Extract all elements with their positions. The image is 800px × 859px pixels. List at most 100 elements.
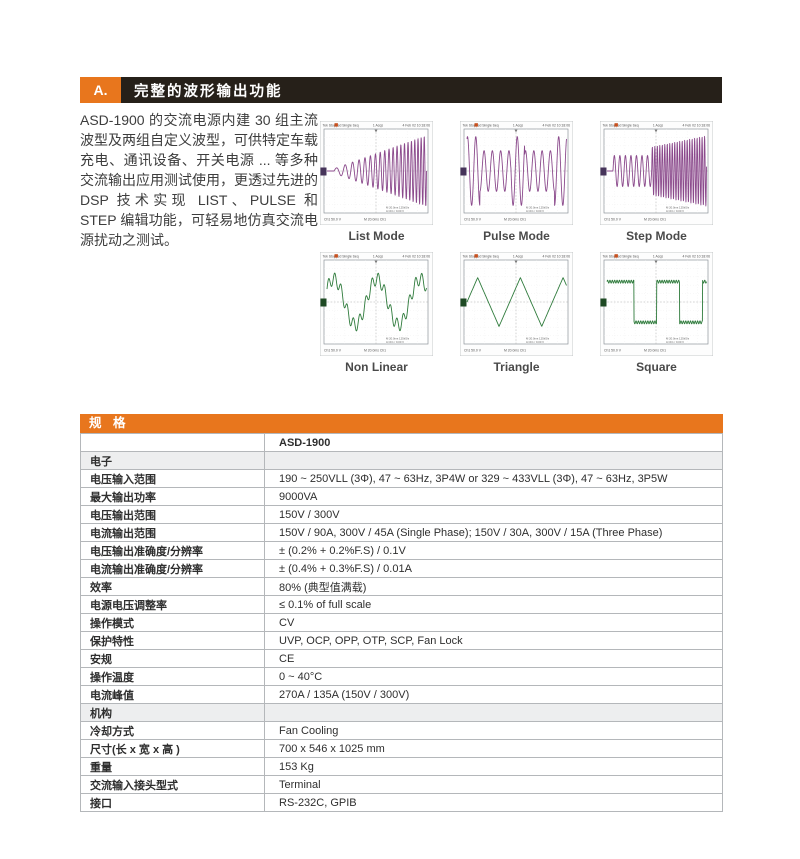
scope-timebase-text: M 20.0ms 125kS/s bbox=[666, 337, 690, 341]
spec-value-cell: 270A / 135A (150V / 300V) bbox=[264, 685, 723, 704]
scope-trigger-text: A Ch1 / 0.00 V bbox=[526, 340, 544, 344]
scope-timestamp: 4 Feb 02 10:18:06 bbox=[682, 124, 710, 128]
spec-label-cell bbox=[80, 433, 265, 452]
scope-run-indicator bbox=[334, 123, 338, 127]
spec-label-cell: 机构 bbox=[80, 703, 265, 722]
scope-channel-scale: Ch1 50.0 V bbox=[324, 349, 342, 353]
scope-mode-label: Triangle bbox=[493, 360, 540, 374]
spec-label-cell: 电压输入范围 bbox=[80, 469, 265, 488]
spec-value-cell: CV bbox=[264, 613, 723, 632]
scope-timebase-text: M 20.0ms 125kS/s bbox=[666, 206, 690, 210]
scope-run-indicator bbox=[334, 254, 338, 258]
spec-label-cell: 接口 bbox=[80, 793, 265, 812]
spec-row: 安规 CE bbox=[80, 649, 723, 668]
scope-timebase-text: M 20.0ms 125kS/s bbox=[526, 337, 550, 341]
oscilloscope-screenshot: Tek Stopped Single Seq 1 Acqs 4 Feb 02 1… bbox=[460, 252, 573, 356]
waveform-trace bbox=[606, 279, 707, 325]
scope-timestamp: 4 Feb 02 10:18:06 bbox=[402, 124, 430, 128]
spec-label-cell: 电流输出范围 bbox=[80, 523, 265, 542]
spec-label-cell: 电压输出准确度/分辨率 bbox=[80, 541, 265, 560]
spec-table-title: 规 格 bbox=[80, 414, 723, 433]
scope-cell: Tek Stopped Single Seq 1 Acqs 4 Feb 02 1… bbox=[460, 252, 573, 383]
spec-value-cell: 150V / 90A, 300V / 45A (Single Phase); 1… bbox=[264, 523, 723, 542]
scope-acq-text: 1 Acqs bbox=[513, 255, 523, 259]
spec-value-cell: UVP, OCP, OPP, OTP, SCP, Fan Lock bbox=[264, 631, 723, 650]
spec-value-cell: ± (0.2% + 0.2%F.S) / 0.1V bbox=[264, 541, 723, 560]
spec-value-cell: 700 x 546 x 1025 mm bbox=[264, 739, 723, 758]
scope-trigger-text: A Ch1 / 0.00 V bbox=[526, 209, 544, 213]
spec-value-cell: CE bbox=[264, 649, 723, 668]
scope-acq-text: 1 Acqs bbox=[513, 124, 523, 128]
trigger-marker-icon bbox=[654, 260, 658, 264]
spec-row: 最大输出功率 9000VA bbox=[80, 487, 723, 506]
spec-value-cell: RS-232C, GPIB bbox=[264, 793, 723, 812]
scope-timestamp: 4 Feb 02 10:18:06 bbox=[542, 255, 570, 259]
spec-value-cell: Terminal bbox=[264, 775, 723, 794]
scope-header-text: Tek Stopped Single Seq bbox=[463, 124, 499, 128]
spec-value-cell: ± (0.4% + 0.3%F.S) / 0.01A bbox=[264, 559, 723, 578]
spec-label-cell: 电子 bbox=[80, 451, 265, 470]
scope-timestamp: 4 Feb 02 10:18:06 bbox=[402, 255, 430, 259]
scope-cell: Tek Stopped Single Seq 1 Acqs 4 Feb 02 1… bbox=[600, 121, 713, 252]
scope-cell: Tek Stopped Single Seq 1 Acqs 4 Feb 02 1… bbox=[320, 121, 433, 252]
scope-mode-label: Square bbox=[636, 360, 677, 374]
spec-label-cell: 重量 bbox=[80, 757, 265, 776]
scope-header-text: Tek Stopped Single Seq bbox=[603, 255, 639, 259]
spec-row: 操作模式 CV bbox=[80, 613, 723, 632]
spec-row: 效率 80% (典型值满载) bbox=[80, 577, 723, 596]
spec-row: 电压输入范围 190 ~ 250VLL (3Φ), 47 ~ 63Hz, 3P4W… bbox=[80, 469, 723, 488]
channel-marker-icon bbox=[600, 167, 607, 176]
scope-sweep-scale: M 20.0ms Ch1 bbox=[364, 349, 386, 353]
scope-cell: Tek Stopped Single Seq 1 Acqs 4 Feb 02 1… bbox=[460, 121, 573, 252]
spec-row: 接口 RS-232C, GPIB bbox=[80, 793, 723, 812]
waveform-trace bbox=[326, 136, 427, 206]
scope-header-text: Tek Stopped Single Seq bbox=[603, 124, 639, 128]
spec-value-cell: 80% (典型值满载) bbox=[264, 577, 723, 596]
trigger-marker-icon bbox=[514, 260, 518, 264]
scope-sweep-scale: M 20.0ms Ch1 bbox=[504, 349, 526, 353]
spec-row: 电源电压调整率 ≤ 0.1% of full scale bbox=[80, 595, 723, 614]
spec-value-cell: 190 ~ 250VLL (3Φ), 47 ~ 63Hz, 3P4W or 32… bbox=[264, 469, 723, 488]
spec-label-cell: 安规 bbox=[80, 649, 265, 668]
channel-marker-icon bbox=[600, 298, 607, 307]
spec-label-cell: 电流输出准确度/分辨率 bbox=[80, 559, 265, 578]
spec-label-cell: 最大输出功率 bbox=[80, 487, 265, 506]
spec-value-cell: 153 Kg bbox=[264, 757, 723, 776]
scope-mode-label: Non Linear bbox=[345, 360, 408, 374]
scope-timebase-text: M 20.0ms 125kS/s bbox=[526, 206, 550, 210]
spec-label-cell: 操作温度 bbox=[80, 667, 265, 686]
oscilloscope-screenshot: Tek Stopped Single Seq 1 Acqs 4 Feb 02 1… bbox=[600, 121, 713, 225]
scope-header-text: Tek Stopped Single Seq bbox=[323, 124, 359, 128]
spec-section-row: 电子 bbox=[80, 451, 723, 470]
scope-cell: Tek Stopped Single Seq 1 Acqs 4 Feb 02 1… bbox=[600, 252, 713, 383]
intro-paragraph: ASD-1900 的交流电源内建 30 组主流波型及两组自定义波型，可供特定车载… bbox=[80, 112, 318, 248]
section-title: 完整的波形输出功能 bbox=[121, 77, 722, 103]
spec-value-cell: ASD-1900 bbox=[264, 433, 723, 452]
spec-label-cell: 电源电压调整率 bbox=[80, 595, 265, 614]
scope-run-indicator bbox=[474, 123, 478, 127]
spec-section-row: 机构 bbox=[80, 703, 723, 722]
spec-value-cell bbox=[264, 703, 723, 722]
channel-marker-icon bbox=[320, 167, 327, 176]
waveform-trace bbox=[326, 272, 427, 332]
oscilloscope-screenshot: Tek Stopped Single Seq 1 Acqs 4 Feb 02 1… bbox=[460, 121, 573, 225]
spec-label-cell: 交流输入接头型式 bbox=[80, 775, 265, 794]
spec-row: 电流峰值 270A / 135A (150V / 300V) bbox=[80, 685, 723, 704]
trigger-marker-icon bbox=[374, 260, 378, 264]
scope-timebase-text: M 20.0ms 125kS/s bbox=[386, 206, 410, 210]
spec-row: 交流输入接头型式 Terminal bbox=[80, 775, 723, 794]
spec-row: 操作温度 0 ~ 40°C bbox=[80, 667, 723, 686]
scope-acq-text: 1 Acqs bbox=[373, 124, 383, 128]
spec-row: 重量 153 Kg bbox=[80, 757, 723, 776]
spec-value-cell bbox=[264, 451, 723, 470]
spec-label-cell: 尺寸(长 x 宽 x 高 ) bbox=[80, 739, 265, 758]
scope-mode-label: List Mode bbox=[348, 229, 405, 243]
spec-label-cell: 操作模式 bbox=[80, 613, 265, 632]
spec-row: 尺寸(长 x 宽 x 高 ) 700 x 546 x 1025 mm bbox=[80, 739, 723, 758]
oscilloscope-screenshot: Tek Stopped Single Seq 1 Acqs 4 Feb 02 1… bbox=[600, 252, 713, 356]
scope-trigger-text: A Ch1 / 0.00 V bbox=[386, 209, 404, 213]
scope-run-indicator bbox=[614, 123, 618, 127]
spec-row: 电压输出准确度/分辨率 ± (0.2% + 0.2%F.S) / 0.1V bbox=[80, 541, 723, 560]
spec-label-cell: 保护特性 bbox=[80, 631, 265, 650]
spec-value-cell: 9000VA bbox=[264, 487, 723, 506]
